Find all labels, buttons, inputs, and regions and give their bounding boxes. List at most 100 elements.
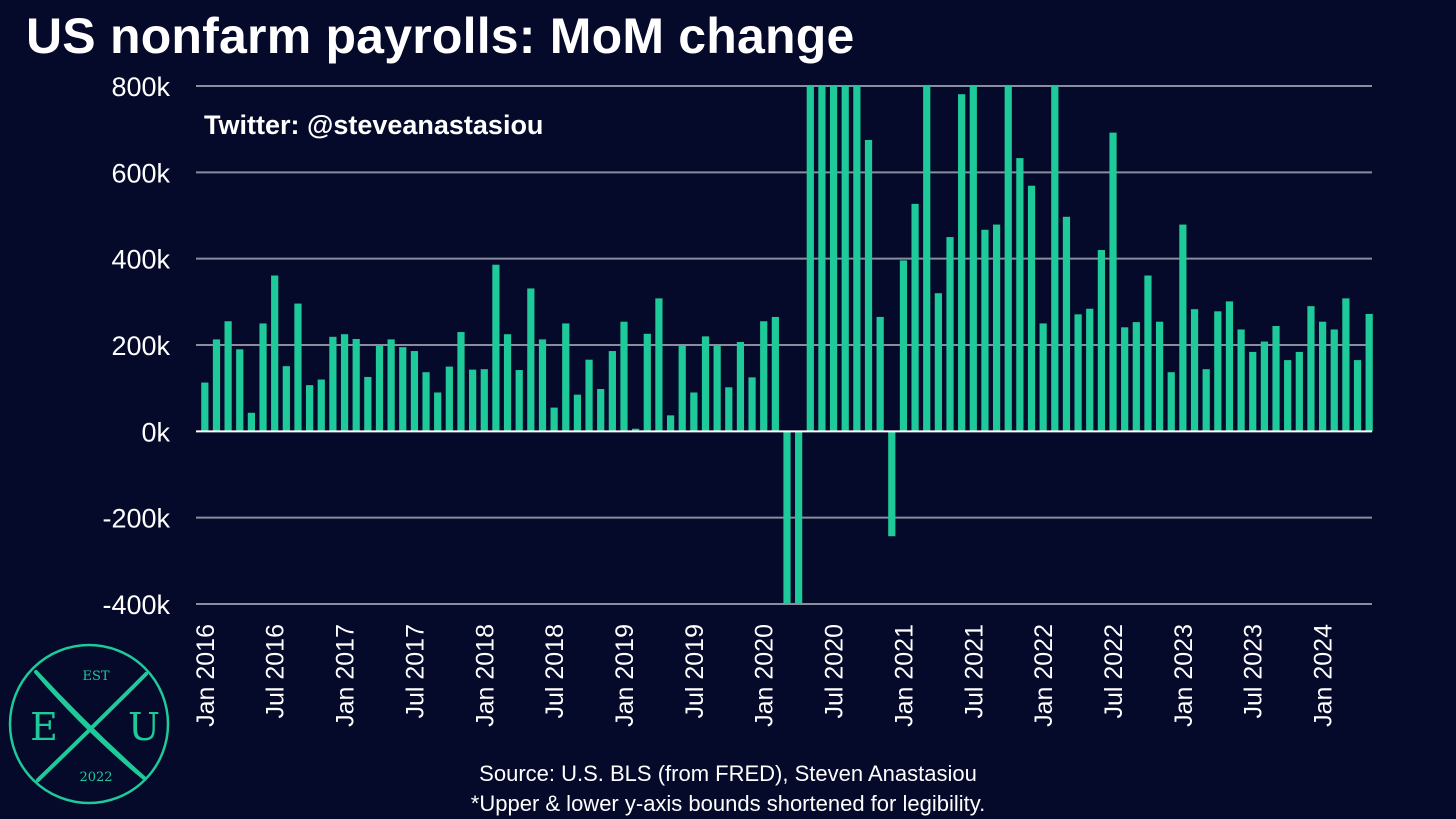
logo-letter-u: U (128, 705, 160, 749)
bar (853, 86, 861, 432)
bar (795, 431, 803, 604)
bars (201, 86, 1373, 604)
watermark-text: Twitter: @steveanastasiou (204, 110, 543, 140)
bar (736, 341, 745, 432)
bar (829, 86, 838, 432)
bar (410, 351, 419, 432)
bar (1260, 341, 1268, 432)
bar (550, 407, 558, 432)
logo-cross-icon (34, 670, 148, 782)
bar (643, 333, 651, 432)
logo-est: EST (82, 669, 109, 684)
bar (1202, 369, 1210, 432)
bar (212, 339, 221, 432)
bar (492, 264, 500, 432)
x-tick-label: Jul 2022 (1100, 624, 1128, 719)
y-tick-label: 200k (111, 331, 170, 361)
x-tick-label: Jul 2023 (1240, 624, 1268, 719)
bar (352, 338, 360, 432)
x-tick-label: Jan 2016 (192, 624, 220, 727)
bar (876, 316, 884, 432)
bar (713, 345, 721, 432)
x-tick-label: Jul 2019 (681, 624, 709, 719)
bar (725, 387, 733, 432)
x-tick-labels: Jan 2016 Jul 2016 Jan 2017 Jul 2017 Jan 2018… (192, 624, 1338, 727)
y-tick-label: 400k (111, 245, 170, 275)
bar (632, 428, 640, 432)
bar (1155, 321, 1164, 432)
bar (701, 336, 710, 432)
bar (1016, 158, 1024, 432)
bar (445, 366, 453, 432)
bar (1027, 185, 1036, 432)
bar (329, 336, 337, 432)
bar (818, 86, 826, 432)
bar (364, 376, 372, 432)
bar (888, 431, 896, 537)
bar (503, 334, 512, 432)
bar (1004, 86, 1012, 432)
bar (923, 86, 931, 432)
x-tick-label: Jan 2020 (751, 624, 779, 727)
bar (1307, 306, 1315, 432)
bar (480, 369, 488, 432)
bar (387, 339, 395, 432)
bar (1353, 360, 1362, 432)
bar (585, 359, 593, 432)
logo-letter-e: E (30, 705, 58, 749)
bar (375, 345, 384, 432)
y-tick-label: 0k (141, 417, 170, 447)
bar (422, 372, 430, 432)
bar (1318, 321, 1327, 432)
bar (201, 382, 209, 432)
bar (457, 332, 465, 432)
x-tick-label: Jan 2023 (1170, 624, 1198, 727)
bar (1214, 311, 1222, 432)
logo-circle (8, 643, 170, 805)
bar (1097, 250, 1105, 432)
source-line-2: *Upper & lower y-axis bounds shortened f… (471, 791, 985, 816)
y-tick-label: 800k (111, 72, 170, 102)
bar (562, 323, 570, 432)
bar (992, 224, 1001, 432)
bar (399, 347, 407, 432)
bar (620, 321, 628, 432)
bar (934, 293, 942, 432)
bar (1272, 326, 1280, 432)
bar (864, 139, 873, 432)
bar (666, 415, 675, 432)
bar (969, 86, 977, 432)
bar (1121, 327, 1129, 432)
bar (527, 288, 535, 432)
bar (690, 392, 698, 432)
bar (259, 323, 267, 432)
bar (1237, 329, 1245, 432)
logo: EST E U 2022 (8, 643, 170, 805)
bar (1167, 372, 1175, 432)
bar (271, 275, 279, 432)
bar (236, 349, 244, 432)
bar (1179, 224, 1187, 432)
bar (1284, 360, 1292, 432)
bar (1249, 351, 1257, 432)
x-tick-label: Jul 2018 (541, 624, 569, 719)
bar (247, 412, 256, 432)
bar (1039, 323, 1047, 432)
y-tick-label: -200k (102, 504, 170, 534)
bar (306, 385, 314, 432)
bar (1365, 313, 1373, 432)
bar (783, 431, 791, 604)
bar (340, 334, 349, 432)
x-tick-label: Jan 2022 (1030, 624, 1058, 727)
bar (806, 86, 814, 432)
bar (294, 303, 302, 432)
bar (771, 316, 779, 432)
bar (1342, 298, 1350, 432)
bar (597, 389, 605, 432)
bar (841, 86, 849, 432)
x-tick-label: Jan 2021 (890, 624, 918, 727)
bar (469, 369, 477, 432)
bar (1295, 351, 1303, 432)
bar (1144, 275, 1152, 432)
